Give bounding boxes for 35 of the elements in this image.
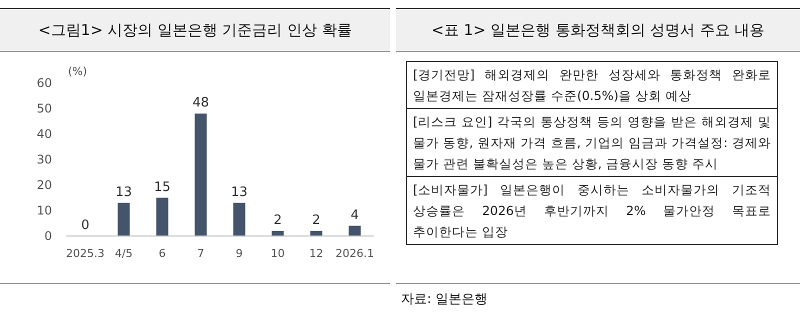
x-tick-label: 2026.1	[336, 247, 374, 260]
data-label: 2	[274, 212, 282, 228]
data-label: 48	[192, 96, 210, 111]
x-tick-label: 6	[158, 247, 166, 260]
x-tick-label: 10	[270, 247, 285, 260]
y-axis-title: (%)	[68, 65, 88, 78]
data-label: 2	[312, 212, 320, 228]
y-tick-label: 60	[36, 76, 52, 90]
text: [소비자물가] 일본은행이 중시하는 소비자물가의 기조적 상승률은 2026년 후반기까지 2% 물가안정 목표로 추이한다는 입장	[406, 176, 778, 245]
data-label: 13	[230, 184, 248, 200]
text: [리스크 요인] 각국의 통상정책 등의 영향을 받은 해외경제 및 물가 동향, 원자재 가격 흐름, 기업의 임금과 가격설정: 경제와 물가 관련 불확실성은 높은 상황, 금융시장 동향 주시	[406, 108, 778, 177]
data-label: 4	[350, 208, 359, 223]
bar	[233, 202, 246, 236]
y-tick-label: 10	[36, 204, 52, 218]
bar	[156, 198, 168, 236]
x-tick-label: 12	[309, 247, 324, 260]
x-tick-label: 4/5	[114, 247, 133, 260]
chart-title: <그림1> 시장의 일본은행 기준금리 인상 확률	[0, 8, 390, 52]
y-tick-label: 30	[36, 152, 52, 166]
bar	[194, 114, 207, 236]
text: <표 1> 일본은행 통화정책회의 성명서 주요 내용	[396, 8, 800, 52]
y-tick-label: 50	[36, 102, 52, 116]
data-label: 13	[115, 184, 132, 200]
data-label: 0	[81, 218, 90, 233]
y-tick-label: 0	[44, 229, 52, 243]
text: [경기전망] 해외경제의 완만한 성장세와 통화정책 완화로 일본경제는 잠재성장률 수준(0.5%)을 상회 예상	[406, 61, 778, 109]
bar	[118, 202, 130, 236]
data-label: 15	[154, 180, 171, 195]
y-tick-label: 20	[36, 178, 52, 192]
x-tick-label: 2025.3	[66, 247, 104, 260]
y-tick-label: 40	[36, 127, 52, 141]
x-tick-label: 9	[236, 247, 243, 260]
bar	[348, 226, 361, 236]
text: 자료: 일본은행	[401, 291, 488, 308]
x-tick-label: 7	[197, 247, 204, 260]
